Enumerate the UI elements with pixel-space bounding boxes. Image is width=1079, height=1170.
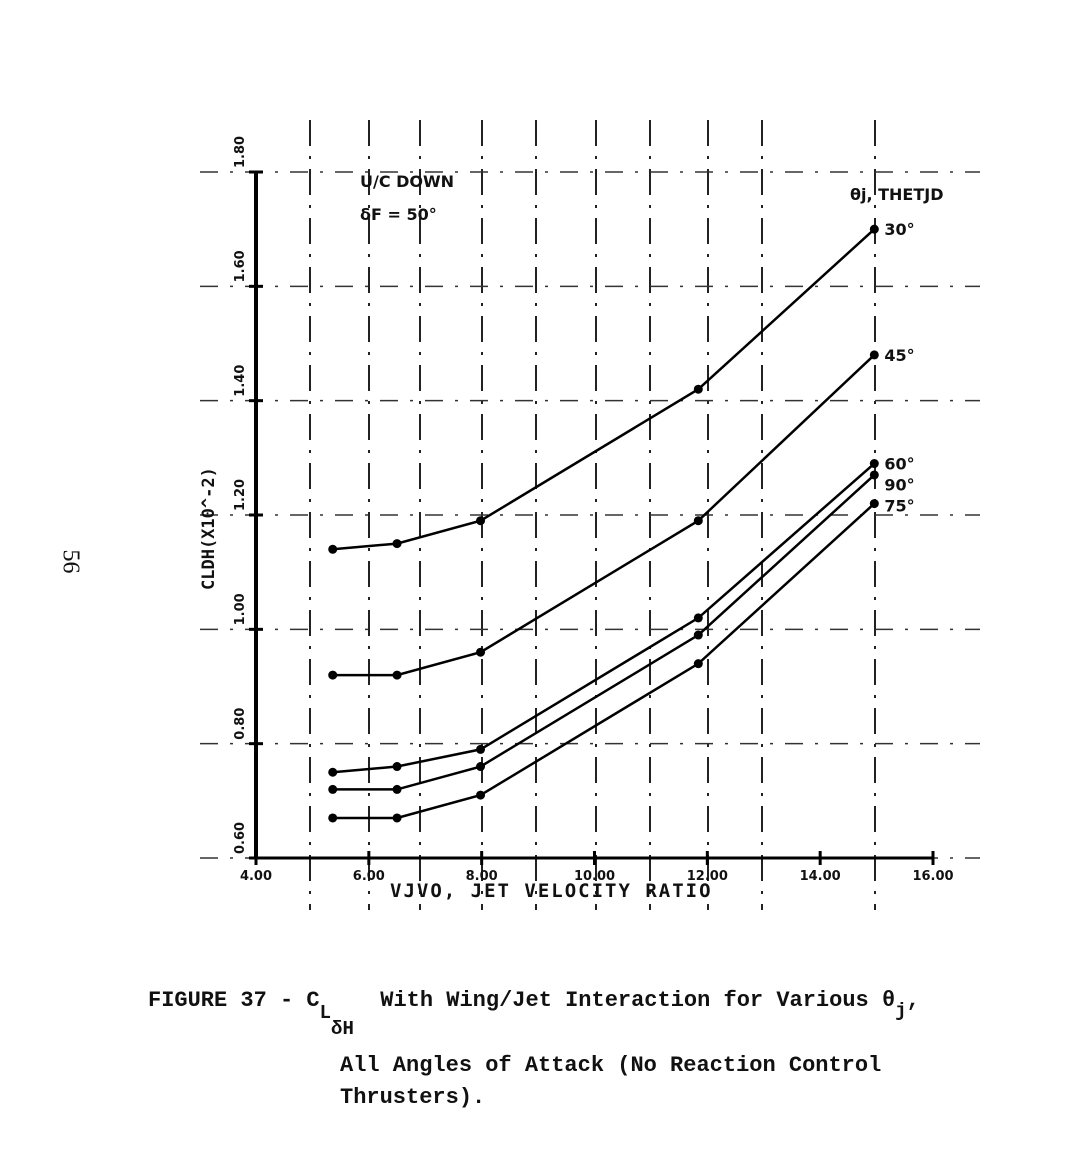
series-line	[332, 502, 876, 820]
y-tick-label: 1.20	[233, 479, 248, 511]
x-tick-label: 4.00	[240, 869, 272, 884]
data-point	[328, 670, 338, 680]
caption-text: ,	[906, 988, 920, 1013]
legend-label: 30°	[884, 220, 914, 239]
data-point	[476, 516, 486, 526]
data-point	[869, 459, 879, 469]
data-point	[693, 659, 703, 669]
legend-label: 75°	[884, 497, 914, 516]
axes: 4.00 6.00 8.00 10.00 12.00 14.00 16.00 0.60 0.80…	[233, 136, 954, 884]
caption-line-1: FIGURE 37 - CLδH With Wing/Jet Interacti…	[148, 988, 920, 1040]
data-point	[476, 762, 486, 772]
caption-text: With Wing/Jet Interaction for Various θ	[380, 988, 896, 1013]
y-tick-label: 1.00	[233, 593, 248, 625]
data-point	[392, 784, 402, 794]
series-line	[332, 228, 876, 551]
x-tick-label: 6.00	[353, 869, 385, 884]
x-axis-label: VJVO, JET VELOCITY RATIO	[390, 880, 713, 902]
legend-title: θj, THETJD	[850, 185, 944, 204]
data-point	[869, 470, 879, 480]
caption-subscript: δH	[331, 1018, 354, 1040]
caption-line-2: All Angles of Attack (No Reaction Contro…	[340, 1053, 882, 1078]
x-tick-label: 8.00	[466, 869, 498, 884]
data-point	[328, 813, 338, 823]
y-tick-label: 1.80	[233, 136, 248, 168]
data-point	[693, 516, 703, 526]
series: 30° 45° 60° 90° 75°	[328, 220, 915, 823]
legend-label: 45°	[884, 346, 914, 365]
annotation-condition: U/C DOWN	[360, 172, 454, 191]
x-tick-label: 12.00	[687, 869, 728, 884]
x-tick-label: 16.00	[912, 869, 953, 884]
data-point	[392, 813, 402, 823]
data-point	[328, 544, 338, 554]
series-line	[332, 474, 876, 791]
y-tick-label: 1.60	[233, 250, 248, 282]
y-tick-label: 1.40	[233, 365, 248, 397]
x-tick-label: 14.00	[800, 869, 841, 884]
y-tick-label: 0.60	[233, 822, 248, 854]
data-point	[869, 499, 879, 509]
data-point	[476, 744, 486, 754]
data-point	[476, 647, 486, 657]
data-point	[693, 613, 703, 623]
y-tick-label: 0.80	[233, 708, 248, 740]
data-point	[392, 670, 402, 680]
legend-label: 90°	[884, 476, 914, 495]
x-tick-label: 10.00	[574, 869, 615, 884]
grid	[200, 120, 980, 910]
data-point	[392, 539, 402, 549]
y-axis-label: CLDH(X10^-2)	[199, 467, 219, 590]
data-point	[693, 384, 703, 394]
data-point	[869, 224, 879, 234]
caption-subscript: L	[319, 1002, 332, 1024]
caption-subscript: j	[895, 1000, 907, 1022]
caption-line-3: Thrusters).	[340, 1085, 486, 1110]
legend-label: 60°	[884, 455, 914, 474]
data-point	[693, 630, 703, 640]
data-point	[328, 784, 338, 794]
data-point	[869, 350, 879, 360]
series-line	[332, 462, 876, 774]
data-point	[328, 767, 338, 777]
caption-text: FIGURE 37 - C	[148, 988, 320, 1013]
annotation-flap: δF = 50°	[360, 205, 437, 224]
data-point	[476, 790, 486, 800]
data-point	[392, 762, 402, 772]
